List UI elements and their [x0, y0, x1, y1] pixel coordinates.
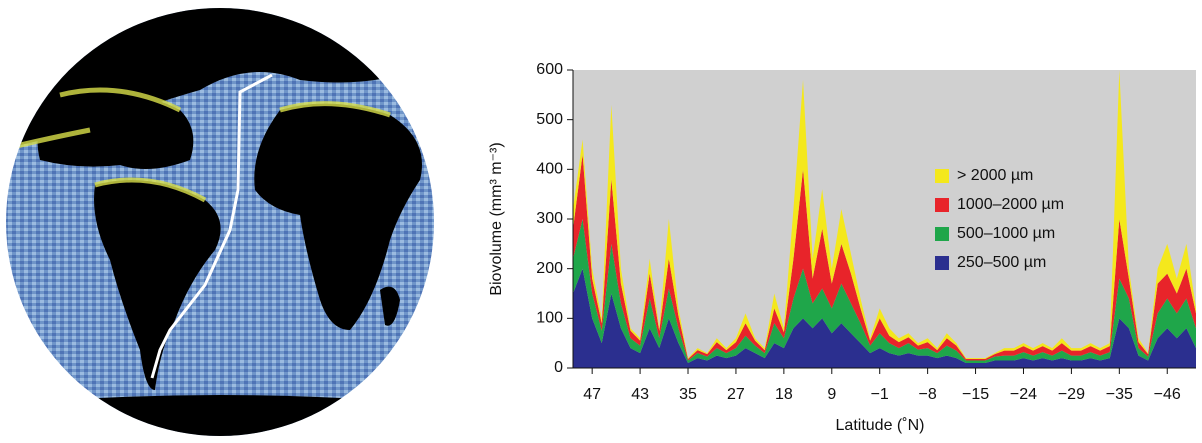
- legend-label: > 2000 µm: [957, 167, 1033, 184]
- area: [573, 154, 1196, 361]
- y-axis-label: Biovolume (mm³ m⁻³): [488, 142, 505, 295]
- x-tick-label: 35: [679, 386, 697, 403]
- x-tick-label: 27: [727, 386, 745, 403]
- x-tick-label: −15: [962, 386, 989, 403]
- x-tick-label: 9: [827, 386, 836, 403]
- legend-label: 1000–2000 µm: [957, 196, 1064, 213]
- y-tick-label: 0: [554, 359, 563, 376]
- legend-swatch: [935, 198, 949, 212]
- legend-label: 500–1000 µm: [957, 225, 1055, 242]
- globe-map: [6, 8, 434, 436]
- legend-swatch: [935, 169, 949, 183]
- x-axis-label: Latitude (˚N): [836, 417, 925, 434]
- x-tick-label: 43: [631, 386, 649, 403]
- x-tick-label: −46: [1154, 386, 1181, 403]
- y-tick-label: 300: [536, 210, 563, 227]
- area: [573, 268, 1196, 368]
- x-tick-label: −1: [871, 386, 889, 403]
- area: [573, 219, 1196, 364]
- y-tick-label: 400: [536, 161, 563, 178]
- y-tick-label: 500: [536, 111, 563, 128]
- y-tick-label: 600: [536, 61, 563, 78]
- x-tick-label: −35: [1106, 386, 1133, 403]
- x-tick-label: 47: [583, 386, 601, 403]
- x-tick-label: −29: [1058, 386, 1085, 403]
- legend-swatch: [935, 227, 949, 241]
- x-tick-label: −8: [919, 386, 937, 403]
- x-tick-label: −24: [1010, 386, 1037, 403]
- legend-swatch: [935, 256, 949, 270]
- y-tick-label: 100: [536, 310, 563, 327]
- x-tick-label: 18: [775, 386, 793, 403]
- y-tick-label: 200: [536, 260, 563, 277]
- legend-label: 250–500 µm: [957, 254, 1046, 271]
